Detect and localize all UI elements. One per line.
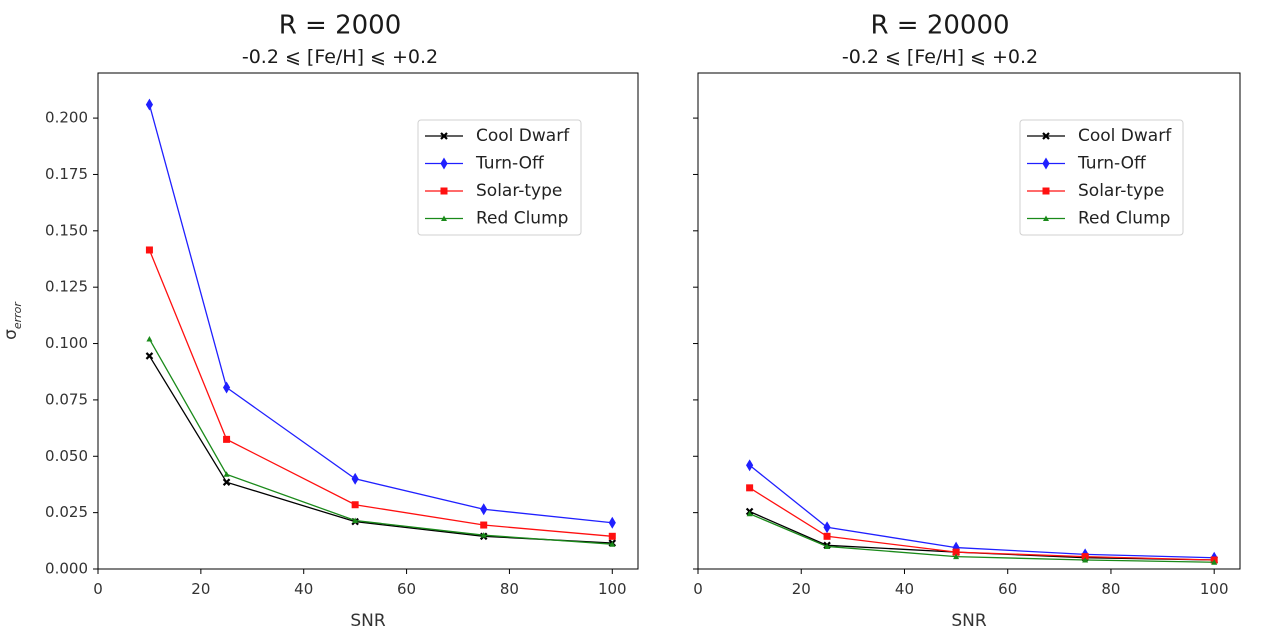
legend-box [1019,119,1184,236]
x-tick-label: 20 [191,580,210,598]
data-point [145,246,153,254]
data-point [609,541,616,547]
data-point [746,459,754,472]
legend-marker [440,187,448,195]
series-line [148,338,613,545]
x-tick-label: 40 [895,580,914,598]
legend-box [417,119,582,236]
data-point [223,435,231,443]
data-point [823,521,831,534]
y-tick-label: 0.125 [45,278,88,296]
data-point [480,521,488,529]
x-axis-label: SNR [350,611,386,631]
series-cool-dwarf [745,507,1218,564]
chart-subtitle: -0.2 ⩽ [Fe/H] ⩽ +0.2 [842,46,1038,68]
data-point [952,548,960,556]
legend-entry-label: Red Clump [1078,209,1170,229]
x-axis-label: SNR [951,611,987,631]
series-cool-dwarf [145,352,617,547]
x-tick-label: 80 [1101,580,1120,598]
legend: Cool Dwarf Turn-Off Solar-type Red Clump [417,119,582,236]
y-tick-label: 0.050 [45,447,88,465]
legend-marker [441,215,447,221]
legend-entry-label: Cool Dwarf [476,126,570,146]
legend-entry-label: Solar-type [1078,181,1164,201]
data-point [746,484,754,492]
data-point [480,503,488,516]
data-point [352,517,359,524]
data-point [1082,556,1089,563]
legend-marker [440,157,448,170]
y-tick-label: 0.150 [45,221,88,239]
data-point [222,478,231,486]
data-point [145,352,154,360]
legend-marker [1042,187,1050,195]
x-tick-label: 20 [792,580,811,598]
data-point [146,336,153,342]
series-solar-type [746,484,1218,564]
data-point [222,381,231,394]
series-red-clump [146,336,616,547]
x-tick-label: 60 [397,580,416,598]
legend-marker [1042,157,1050,170]
chart-title: R = 2000 [279,11,402,41]
y-tick-label: 0.000 [45,560,88,578]
series-turn-off [746,459,1218,564]
data-point [1211,559,1218,565]
data-point [746,510,753,517]
legend-entry-label: Turn-Off [475,154,545,174]
data-point [480,532,487,538]
chart-subtitle: -0.2 ⩽ [Fe/H] ⩽ +0.2 [242,46,438,68]
legend-entry-label: Solar-type [476,181,562,201]
y-tick-label: 0.175 [45,165,88,183]
data-point [953,553,960,560]
y-tick-label: 0.075 [45,390,88,408]
legend-entry-label: Cool Dwarf [1078,126,1172,146]
plot-frame [697,72,1241,570]
legend-entry-label: Red Clump [476,209,568,229]
data-point [608,532,616,540]
legend-marker [440,132,448,140]
data-point [1081,553,1089,561]
legend: Cool Dwarf Turn-Off Solar-type Red Clump [1019,119,1184,236]
data-point [351,501,359,509]
y-tick-label: 0.200 [45,109,88,127]
x-tick-label: 100 [598,580,627,598]
y-axis-label: σerror [1,301,24,340]
chart-panel-1: R = 2000 -0.2 ⩽ [Fe/H] ⩽ +0.2 0 20 40 60 80 100… [1,11,639,631]
legend-marker [1042,132,1050,140]
x-tick-label: 0 [93,580,103,598]
x-tick-label: 40 [294,580,313,598]
data-point [824,543,831,549]
x-tick-label: 0 [693,580,703,598]
data-point [823,532,831,540]
series-solar-type [145,246,616,540]
series-red-clump [746,510,1218,565]
data-point [223,471,230,477]
y-axis-symbol: σ [1,329,21,340]
legend-entry-label: Turn-Off [1077,154,1147,174]
series-line [148,249,613,537]
plot-frame [97,72,639,570]
chart-title: R = 20000 [870,11,1009,41]
y-tick-label: 0.100 [45,334,88,352]
data-point [608,516,616,529]
x-tick-label: 100 [1200,580,1229,598]
series-turn-off [145,98,616,529]
data-point [351,472,359,485]
x-tick-label: 60 [998,580,1017,598]
y-tick-label: 0.025 [45,503,88,521]
data-point [145,98,154,111]
chart-panel-2: R = 20000 -0.2 ⩽ [Fe/H] ⩽ +0.2 0 20 40 60 80 10… [693,11,1241,631]
y-axis-subscript: error [11,301,24,330]
x-tick-label: 80 [500,580,519,598]
legend-marker [1043,215,1049,221]
